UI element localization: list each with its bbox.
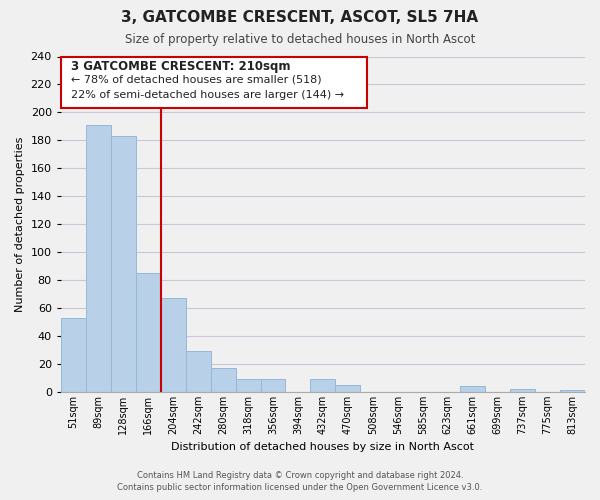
Bar	[510, 389, 535, 392]
Y-axis label: Number of detached properties: Number of detached properties	[15, 136, 25, 312]
Bar	[136, 273, 161, 392]
Bar	[111, 136, 136, 392]
Bar	[460, 386, 485, 392]
Bar	[61, 318, 86, 392]
Text: 3 GATCOMBE CRESCENT: 210sqm: 3 GATCOMBE CRESCENT: 210sqm	[71, 60, 291, 73]
Text: Size of property relative to detached houses in North Ascot: Size of property relative to detached ho…	[125, 32, 475, 46]
Bar	[86, 125, 111, 392]
Bar	[161, 298, 185, 392]
Bar	[236, 380, 260, 392]
Bar	[560, 390, 585, 392]
Text: 22% of semi-detached houses are larger (144) →: 22% of semi-detached houses are larger (…	[71, 90, 344, 100]
Bar	[310, 380, 335, 392]
Bar	[335, 385, 361, 392]
Text: ← 78% of detached houses are smaller (518): ← 78% of detached houses are smaller (51…	[71, 75, 322, 85]
X-axis label: Distribution of detached houses by size in North Ascot: Distribution of detached houses by size …	[172, 442, 475, 452]
Text: 3, GATCOMBE CRESCENT, ASCOT, SL5 7HA: 3, GATCOMBE CRESCENT, ASCOT, SL5 7HA	[121, 10, 479, 25]
FancyBboxPatch shape	[61, 56, 367, 108]
Bar	[185, 352, 211, 392]
Bar	[260, 380, 286, 392]
Text: Contains HM Land Registry data © Crown copyright and database right 2024.
Contai: Contains HM Land Registry data © Crown c…	[118, 471, 482, 492]
Bar	[211, 368, 236, 392]
